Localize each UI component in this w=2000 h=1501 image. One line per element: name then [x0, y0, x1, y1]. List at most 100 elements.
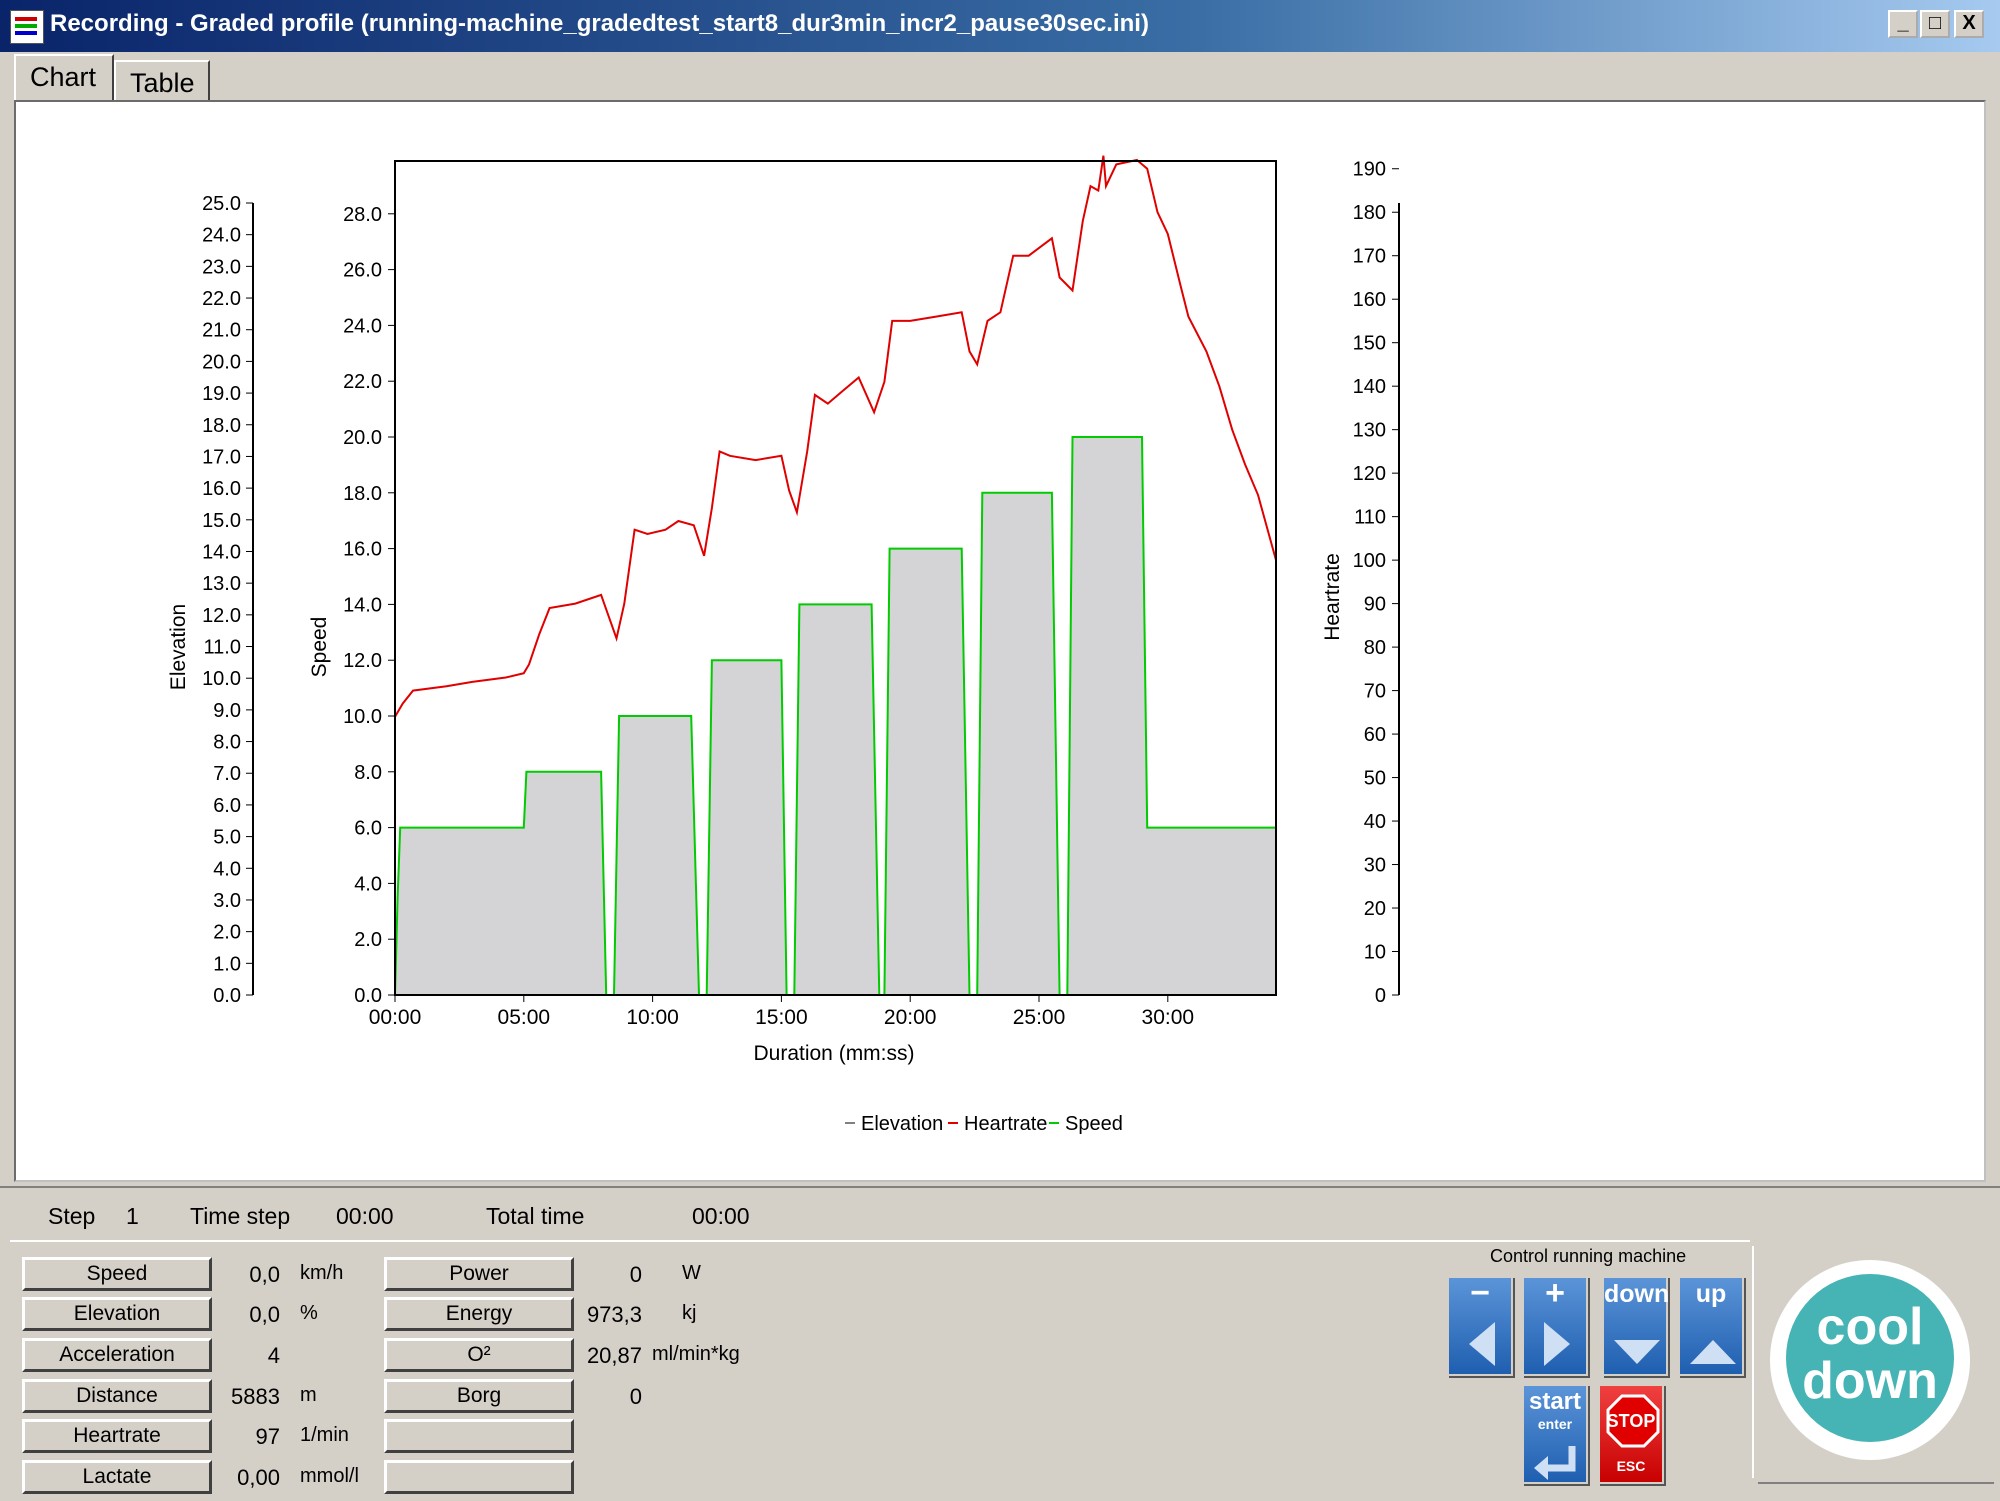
- x-tick-label: 10:00: [626, 1006, 679, 1029]
- elevation-tick-label: 12.0: [202, 605, 241, 627]
- tab-table[interactable]: Table: [114, 60, 210, 100]
- time-step-label: Time step: [190, 1203, 291, 1229]
- metric-button-empty[interactable]: [384, 1460, 574, 1494]
- elevation-tick-label: 11.0: [204, 637, 241, 659]
- elevation-tick-label: 21.0: [202, 320, 241, 342]
- up-label: up: [1695, 1280, 1727, 1308]
- metric-button-empty[interactable]: [384, 1419, 574, 1453]
- elevation-tick-label: 9.0: [213, 700, 241, 722]
- metric-button-speed[interactable]: Speed: [22, 1257, 212, 1291]
- elevation-tick-label: 16.0: [202, 478, 241, 500]
- legend-speed: Speed: [1065, 1113, 1123, 1135]
- elevation-tick-label: 6.0: [213, 795, 241, 817]
- elevation-tick-label: 2.0: [213, 922, 241, 944]
- arrow-down-icon: [1614, 1340, 1660, 1364]
- heartrate-tick-label: 110: [1354, 507, 1386, 529]
- arrow-right-icon: [1544, 1322, 1570, 1366]
- speed-axis-label: Speed: [308, 617, 331, 678]
- elevation-tick-label: 1.0: [213, 953, 241, 975]
- metric-button-borg[interactable]: Borg: [384, 1379, 574, 1413]
- legend-elevation: Elevation: [861, 1113, 943, 1135]
- cooldown-icon: [1786, 1274, 1954, 1442]
- speed-tick-label: 4.0: [354, 873, 382, 895]
- speed-line: [394, 436, 1276, 996]
- title-bar[interactable]: Recording - Graded profile (running-mach…: [0, 0, 2000, 52]
- metric-unit: m: [300, 1384, 317, 1406]
- start-button[interactable]: start enter: [1522, 1384, 1588, 1484]
- elevation-tick-label: 22.0: [202, 288, 241, 310]
- enter-icon: [1534, 1446, 1576, 1480]
- speed-tick-label: 16.0: [343, 539, 382, 561]
- metric-button-elevation[interactable]: Elevation: [22, 1297, 212, 1331]
- elevation-down-button[interactable]: down: [1602, 1276, 1669, 1376]
- cooldown-label-2: down: [1802, 1352, 1938, 1410]
- elevation-tick-label: 7.0: [213, 763, 241, 785]
- elevation-tick-label: 13.0: [202, 573, 241, 595]
- x-tick-label: 00:00: [369, 1006, 422, 1029]
- speed-tick-label: 20.0: [343, 427, 382, 449]
- stop-label: STOP: [1606, 1411, 1656, 1431]
- speed-minus-button[interactable]: −: [1447, 1274, 1513, 1376]
- divider: [1758, 1482, 1994, 1484]
- metric-value: 5883: [231, 1384, 280, 1409]
- metric-button-power[interactable]: Power: [384, 1257, 574, 1291]
- legend: Elevation Heartrate Speed: [845, 1113, 1123, 1135]
- elevation-tick-label: 3.0: [213, 890, 241, 912]
- elevation-up-button[interactable]: up: [1678, 1276, 1744, 1376]
- metric-button-distance[interactable]: Distance: [22, 1379, 212, 1413]
- elevation-tick-label: 25.0: [202, 193, 241, 215]
- chart: 00:00 05:00 10:00 15:00 20:00 25:00 30:00 0.0 1.…: [167, 155, 1400, 1135]
- metric-unit: ml/min*kg: [652, 1343, 740, 1365]
- heartrate-tick-label: 100: [1353, 550, 1386, 572]
- cooldown-button[interactable]: cool down: [1770, 1260, 1970, 1460]
- start-sub-label: enter: [1537, 1416, 1573, 1432]
- tab-chart[interactable]: Chart: [14, 54, 114, 100]
- speed-tick-label: 10.0: [343, 706, 382, 728]
- elevation-tick-label: 8.0: [213, 732, 241, 754]
- elevation-tick-label: 14.0: [202, 541, 241, 563]
- total-time-label: Total time: [486, 1203, 585, 1229]
- heartrate-tick-label: 70: [1364, 681, 1386, 703]
- minus-icon: −: [1470, 1274, 1490, 1312]
- speed-plus-button[interactable]: +: [1522, 1274, 1588, 1376]
- start-label: start: [1528, 1388, 1582, 1415]
- arrow-left-icon: [1469, 1322, 1495, 1366]
- metric-unit: km/h: [300, 1262, 344, 1284]
- speed-tick-label: 2.0: [354, 929, 382, 951]
- heartrate-tick-label: 120: [1353, 463, 1386, 485]
- heartrate-tick-label: 20: [1364, 898, 1386, 920]
- x-axis-label: Duration (mm:ss): [753, 1042, 914, 1065]
- minimize-button[interactable]: _: [1888, 10, 1918, 38]
- x-tick-label: 25:00: [1013, 1006, 1066, 1029]
- time-step-value: 00:00: [336, 1203, 394, 1229]
- x-tick-label: 15:00: [755, 1006, 808, 1029]
- elevation-tick-label: 10.0: [202, 668, 241, 690]
- metric-button-heartrate[interactable]: Heartrate: [22, 1419, 212, 1453]
- maximize-button[interactable]: □: [1920, 10, 1950, 38]
- metric-unit: mmol/l: [300, 1465, 359, 1487]
- elevation-tick-label: 19.0: [202, 383, 241, 405]
- arrow-up-icon: [1690, 1340, 1736, 1364]
- divider: [1752, 1246, 1754, 1478]
- heartrate-tick-label: 90: [1364, 594, 1386, 616]
- control-title: Control running machine: [1490, 1246, 1687, 1266]
- metric-value: 0: [629, 1262, 642, 1287]
- metric-button-acceleration[interactable]: Acceleration: [22, 1338, 212, 1372]
- metric-value: 0,0: [249, 1262, 280, 1287]
- close-button[interactable]: X: [1954, 10, 1984, 38]
- speed-tick-label: 8.0: [354, 762, 382, 784]
- speed-area: [395, 437, 1276, 995]
- metric-button-energy[interactable]: Energy: [384, 1297, 574, 1331]
- heartrate-tick-label: 150: [1353, 333, 1386, 355]
- metric-button-lactate[interactable]: Lactate: [22, 1460, 212, 1494]
- stop-sign-icon: [1606, 1394, 1660, 1448]
- metric-value: 0,00: [237, 1465, 280, 1490]
- elevation-tick-label: 17.0: [202, 446, 241, 468]
- heartrate-tick-label: 30: [1364, 855, 1386, 877]
- app-icon[interactable]: [10, 10, 44, 44]
- metric-button-o[interactable]: O²: [384, 1338, 574, 1372]
- stop-button[interactable]: STOP ESC: [1598, 1384, 1664, 1484]
- metric-value: 97: [255, 1424, 280, 1449]
- esc-label: ESC: [1616, 1458, 1646, 1474]
- metric-value: 20,87: [586, 1343, 642, 1368]
